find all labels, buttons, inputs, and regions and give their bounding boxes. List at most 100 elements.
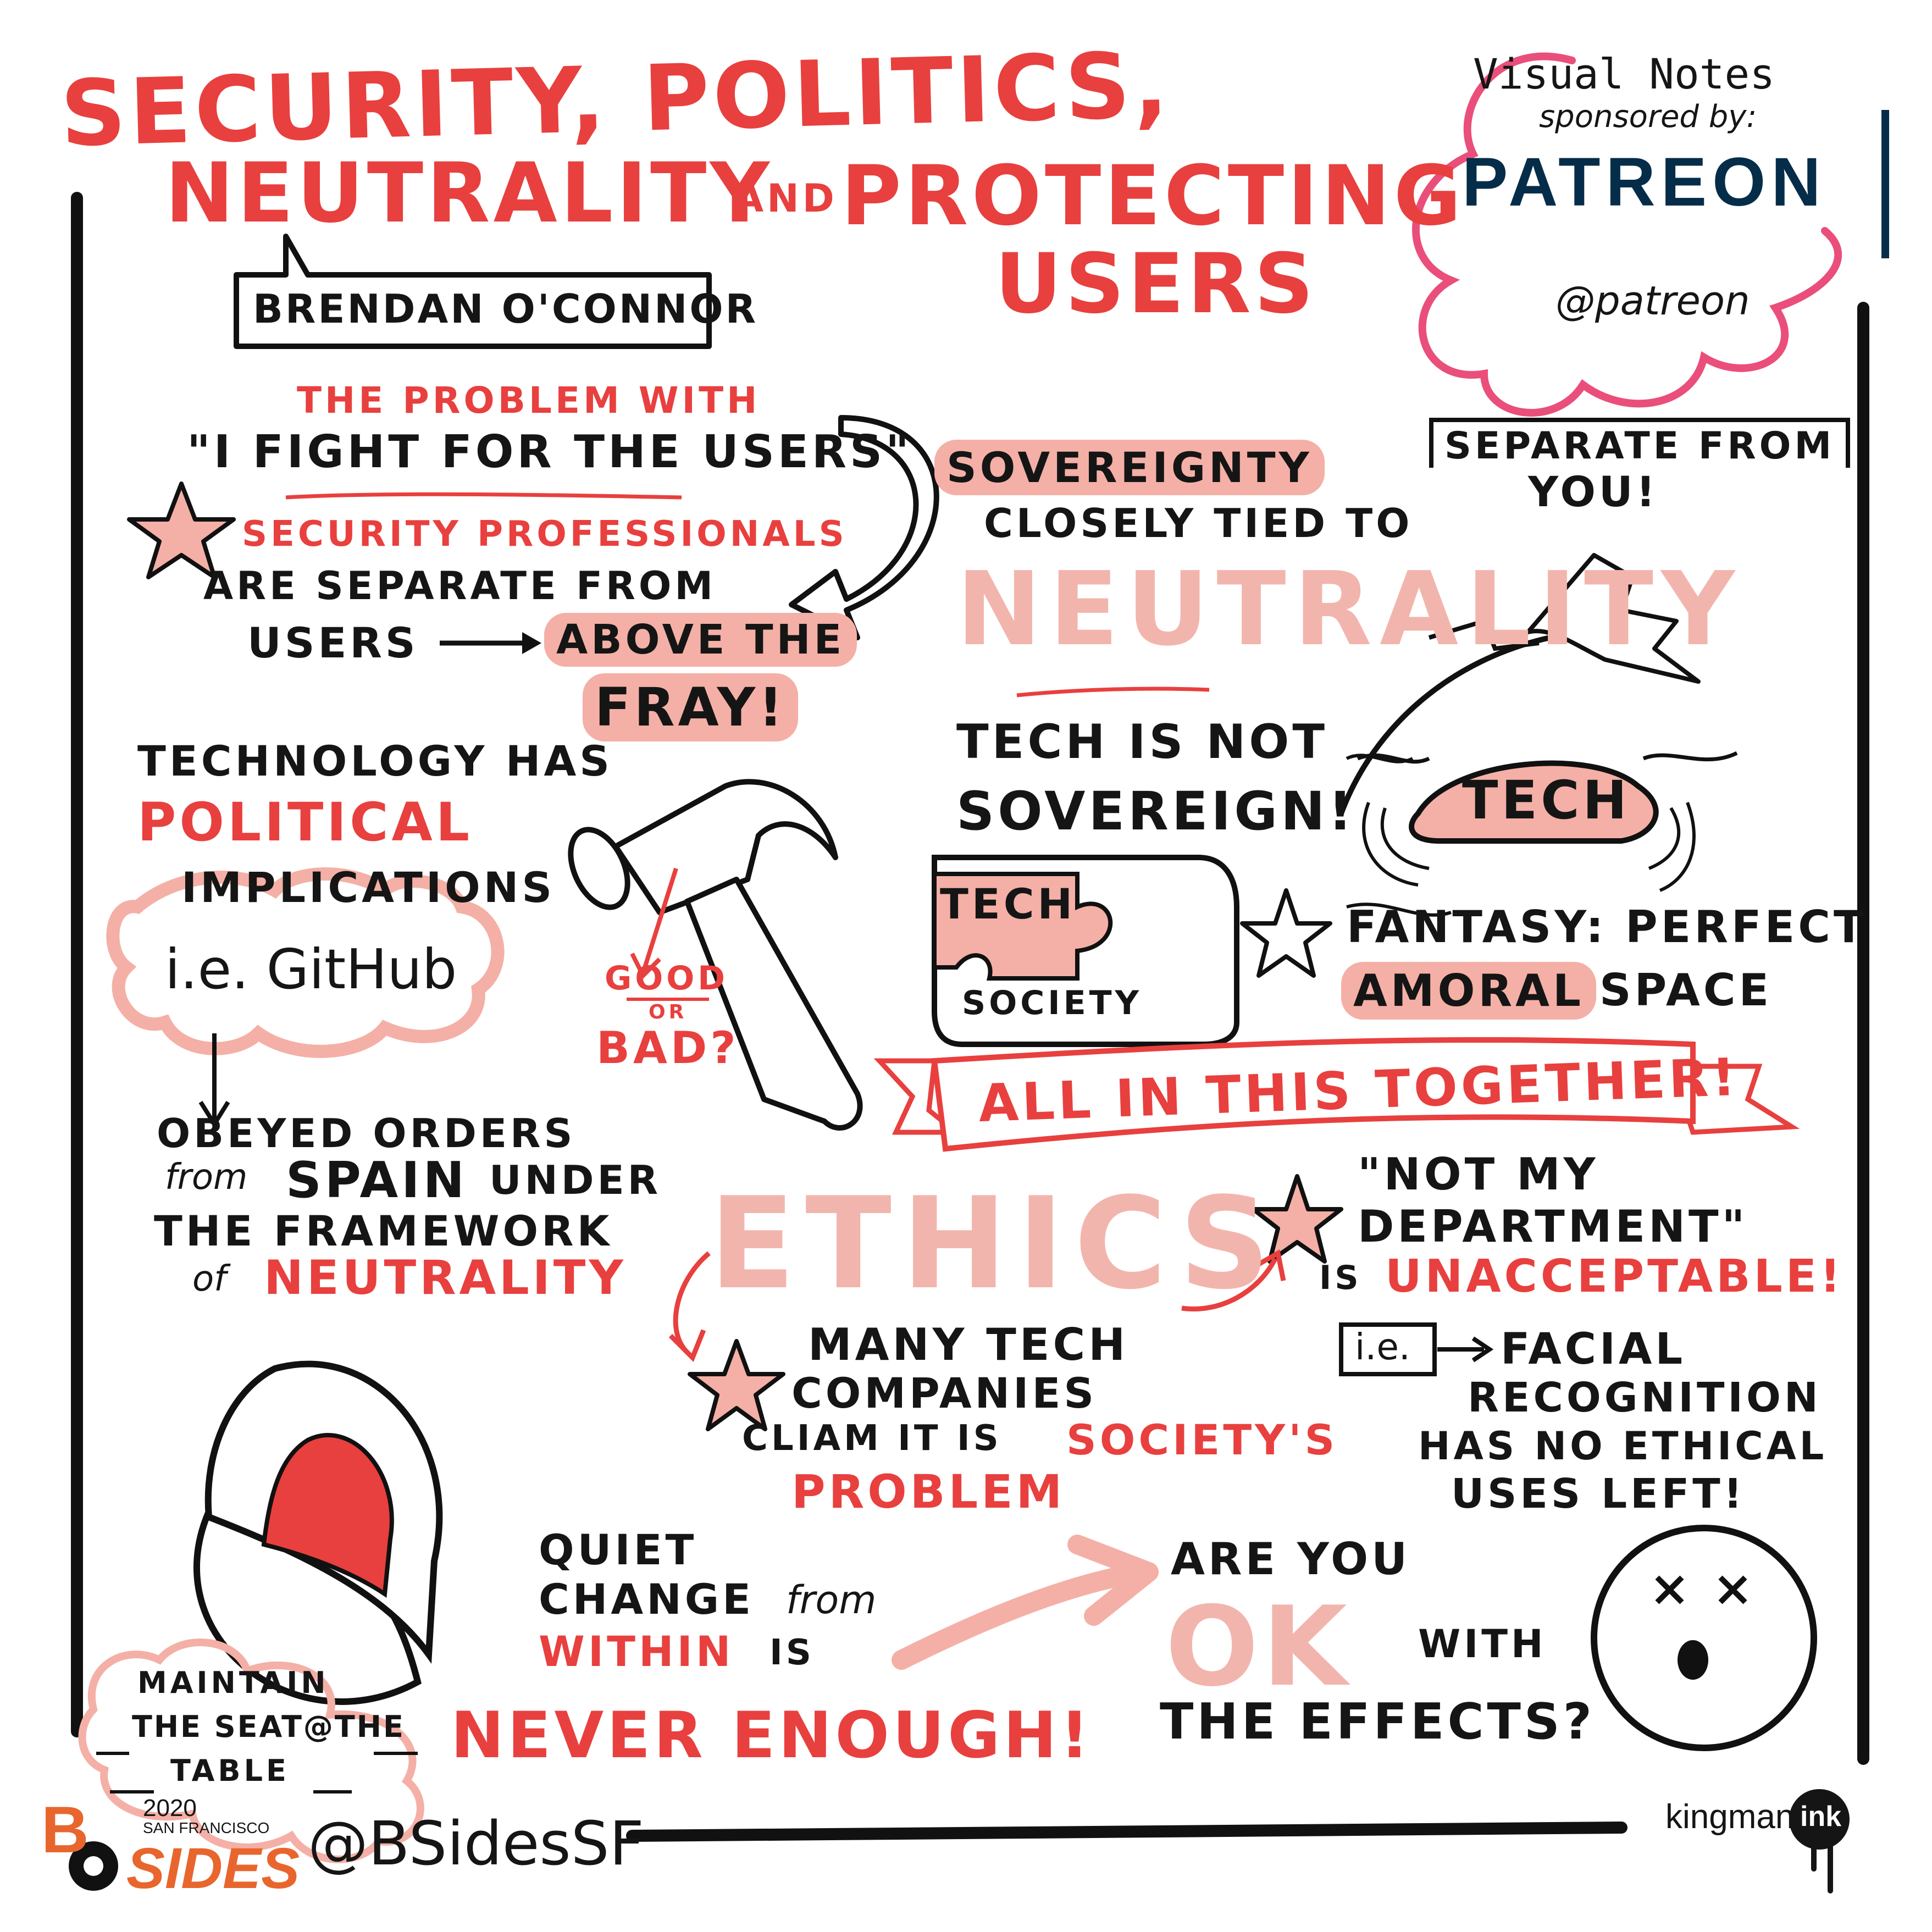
tech-not-line-2: SOVEREIGN!: [956, 780, 1356, 842]
not-line-2: DEPARTMENT": [1358, 1201, 1748, 1252]
facial-line-1: FACIAL: [1501, 1325, 1686, 1374]
neutrality-big: NEUTRALITY: [956, 550, 1743, 668]
security-professionals: SECURITY PROFESSIONALS: [242, 514, 848, 555]
speaker-bubble: [234, 234, 712, 349]
ok-with: WITH: [1418, 1621, 1547, 1667]
obeyed-line-2c: UNDER: [489, 1157, 662, 1203]
many-line-2: COMPANIES: [791, 1369, 1098, 1418]
title-line-3: USERS: [995, 236, 1317, 332]
hammer-good: GOOD: [605, 959, 729, 998]
maintain-line-2: THE SEAT@THE: [132, 1709, 405, 1744]
bsides-logo-icon: [69, 1841, 118, 1891]
quiet-never: NEVER ENOUGH!: [451, 1698, 1093, 1773]
not-line-3a: IS: [1319, 1259, 1362, 1297]
puzzle-society-label: SOCIETY: [962, 984, 1142, 1022]
technology-political: POLITICAL: [137, 791, 473, 853]
star-icon-3: [1251, 1174, 1343, 1264]
title-line-2b: AND: [734, 176, 838, 221]
maintain-line-3: TABLE: [170, 1753, 290, 1788]
quiet-line-2b: from: [786, 1577, 877, 1623]
technology-line-1: TECHNOLOGY HAS: [137, 737, 613, 785]
fray-text: FRAY!: [583, 673, 798, 741]
curved-arrow: [789, 415, 939, 640]
fantasy-amoral: AMORAL: [1341, 962, 1597, 1020]
problem-quote: "I FIGHT for THE USERS": [187, 426, 912, 478]
sponsor-line-2: sponsored by:: [1539, 99, 1757, 135]
are-separate: ARE SEPARATE from: [203, 563, 717, 608]
facial-line-3: HAS NO ETHICAL: [1418, 1424, 1828, 1469]
separate-bubble-2: YOU!: [1528, 467, 1659, 516]
obeyed-line-2a: from: [165, 1157, 248, 1198]
ok-line-3a: THE EFFECTS?: [1160, 1693, 1595, 1751]
quiet-is: IS: [770, 1632, 815, 1673]
patreon-logo: PATREON: [1462, 144, 1826, 220]
obeyed-line-4b: NEUTRALITY: [264, 1250, 627, 1305]
pink-arrow: [892, 1562, 1153, 1670]
sponsor-line-1: Visual Notes: [1473, 49, 1775, 98]
closely-tied: CLOSELY TIED to: [984, 500, 1413, 546]
sovereignty-word: SOVEREIGNTY: [934, 440, 1325, 495]
bsides-year: 2020: [143, 1795, 197, 1822]
maintain-cloud: [78, 1638, 424, 1863]
quiet-within: WITHIN: [539, 1627, 734, 1676]
wave-line: [1346, 754, 1414, 763]
not-line-1: "NOT MY: [1358, 1149, 1599, 1200]
many-line-1: MANY TECH: [808, 1319, 1129, 1370]
fantasy-space: SPACE: [1599, 965, 1773, 1016]
users-text: USERS: [247, 618, 419, 667]
github-cloud: [106, 867, 505, 1058]
hammer-or: OR: [627, 998, 710, 1023]
hammer-bad: BAD?: [596, 1022, 739, 1073]
puzzle-box: [932, 855, 1239, 1047]
star-icon-1: [127, 481, 236, 579]
facial-line-2: RECOGNITION: [1468, 1374, 1822, 1421]
quiet-line-1: QUIET: [539, 1525, 697, 1574]
many-line-3a: CLIAM it is: [742, 1418, 1002, 1459]
quiet-line-2a: CHANGE: [539, 1575, 755, 1624]
sphere-icon: [193, 1360, 443, 1705]
dead-face-icon: [1591, 1525, 1817, 1751]
ok-big: OK: [1165, 1583, 1350, 1711]
github-text: i.e. GitHub: [165, 937, 457, 1001]
maintain-line-1: MAINTAIN: [137, 1665, 329, 1700]
bsides-city: SAN FRANCISCO: [143, 1819, 270, 1836]
many-line-4: PROBLEM: [791, 1465, 1066, 1519]
ok-line-1: ARE YOU: [1171, 1534, 1411, 1585]
ethics-word: ETHICS: [709, 1171, 1280, 1317]
tech-not-line-1: TECH IS NOT: [956, 715, 1328, 770]
above-text: ABOVE the: [544, 613, 857, 667]
star-icon-4: [688, 1339, 785, 1431]
banner: [873, 1037, 1800, 1152]
speaker-name: BRENDAN O'CONNOR: [253, 286, 759, 332]
obeyed-line-2b: SPAIN: [286, 1152, 468, 1209]
ink-word: ink: [1800, 1801, 1842, 1833]
kingman-word: kingman: [1665, 1798, 1795, 1836]
bsides-b: B: [41, 1793, 89, 1867]
patreon-handle: @patreon: [1555, 278, 1750, 324]
many-line-3b: SOCIETY'S: [1066, 1415, 1338, 1464]
quote-underline: [285, 492, 682, 500]
separate-bubble-1: SEPARATE from: [1429, 418, 1851, 468]
obeyed-line-1: OBEYED ORDERS: [157, 1110, 576, 1156]
frame-bottom-line: [626, 1822, 1627, 1842]
title-line-2c: PROTECTING: [841, 148, 1465, 244]
island-icon: [1338, 553, 1738, 917]
sponsor-cloud: [1412, 52, 1842, 417]
obeyed-line-3: THE FRAMEWORK: [154, 1206, 613, 1255]
not-line-3b: UNACCEPTABLE!: [1385, 1250, 1844, 1303]
ink-blob-icon: [1789, 1789, 1850, 1894]
problem-heading: THE PROBLEM with: [297, 379, 761, 422]
hammer-icon: [568, 779, 863, 1131]
bsides-handle: @BSidesSF: [308, 1808, 644, 1879]
technology-line-3: IMPLICATIONS: [181, 863, 556, 912]
obeyed-line-4a: of: [192, 1259, 226, 1299]
star-icon-2: [1240, 888, 1332, 978]
facial-line-4: USES LEFT!: [1451, 1470, 1746, 1518]
island-tech-label: TECH: [1462, 770, 1630, 831]
puzzle-tech-label: TECH: [940, 879, 1076, 928]
fantasy-line-1: FANTASY: PERFECT: [1347, 901, 1867, 953]
ie-label: i.e.: [1355, 1326, 1410, 1368]
bsides-word: SIDES: [126, 1836, 300, 1901]
ie-box: [1339, 1322, 1437, 1376]
